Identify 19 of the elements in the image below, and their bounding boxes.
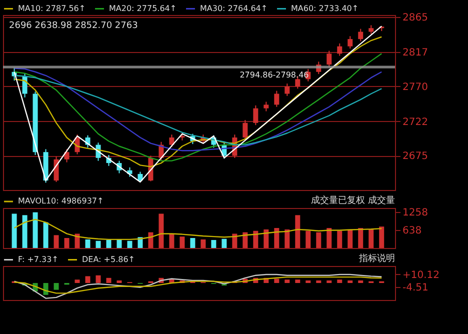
y-tick-label: +10.12	[402, 270, 440, 281]
y-tick-label: 2817	[402, 48, 428, 59]
legend-label: MA10: 2787.56↑	[18, 4, 86, 13]
y-tick-label: 2865	[402, 12, 428, 24]
y-tick-label: 2675	[402, 151, 428, 162]
legend-label: MA60: 2733.40↑	[291, 4, 359, 13]
legend-label: MA30: 2764.64↑	[200, 4, 268, 13]
y-tick-label: 2722	[402, 116, 428, 128]
legend-label: F: +7.33↑	[18, 254, 58, 264]
y-tick-label: 638	[402, 225, 422, 236]
y-tick-label: 1258	[402, 208, 428, 219]
legend-label: MAVOL10: 4986937↑	[18, 196, 104, 206]
text: 2696 2638.98 2852.70 2763	[9, 21, 138, 31]
legend-label: DEA: +5.86↑	[82, 254, 136, 264]
y-tick-label: -4.51	[402, 282, 428, 294]
legend-label: MA20: 2775.64↑	[109, 4, 177, 13]
y-tick-label: 2770	[402, 82, 428, 93]
text: 成交量已复权 成交量	[311, 196, 395, 206]
text: 指标说明	[358, 253, 395, 264]
